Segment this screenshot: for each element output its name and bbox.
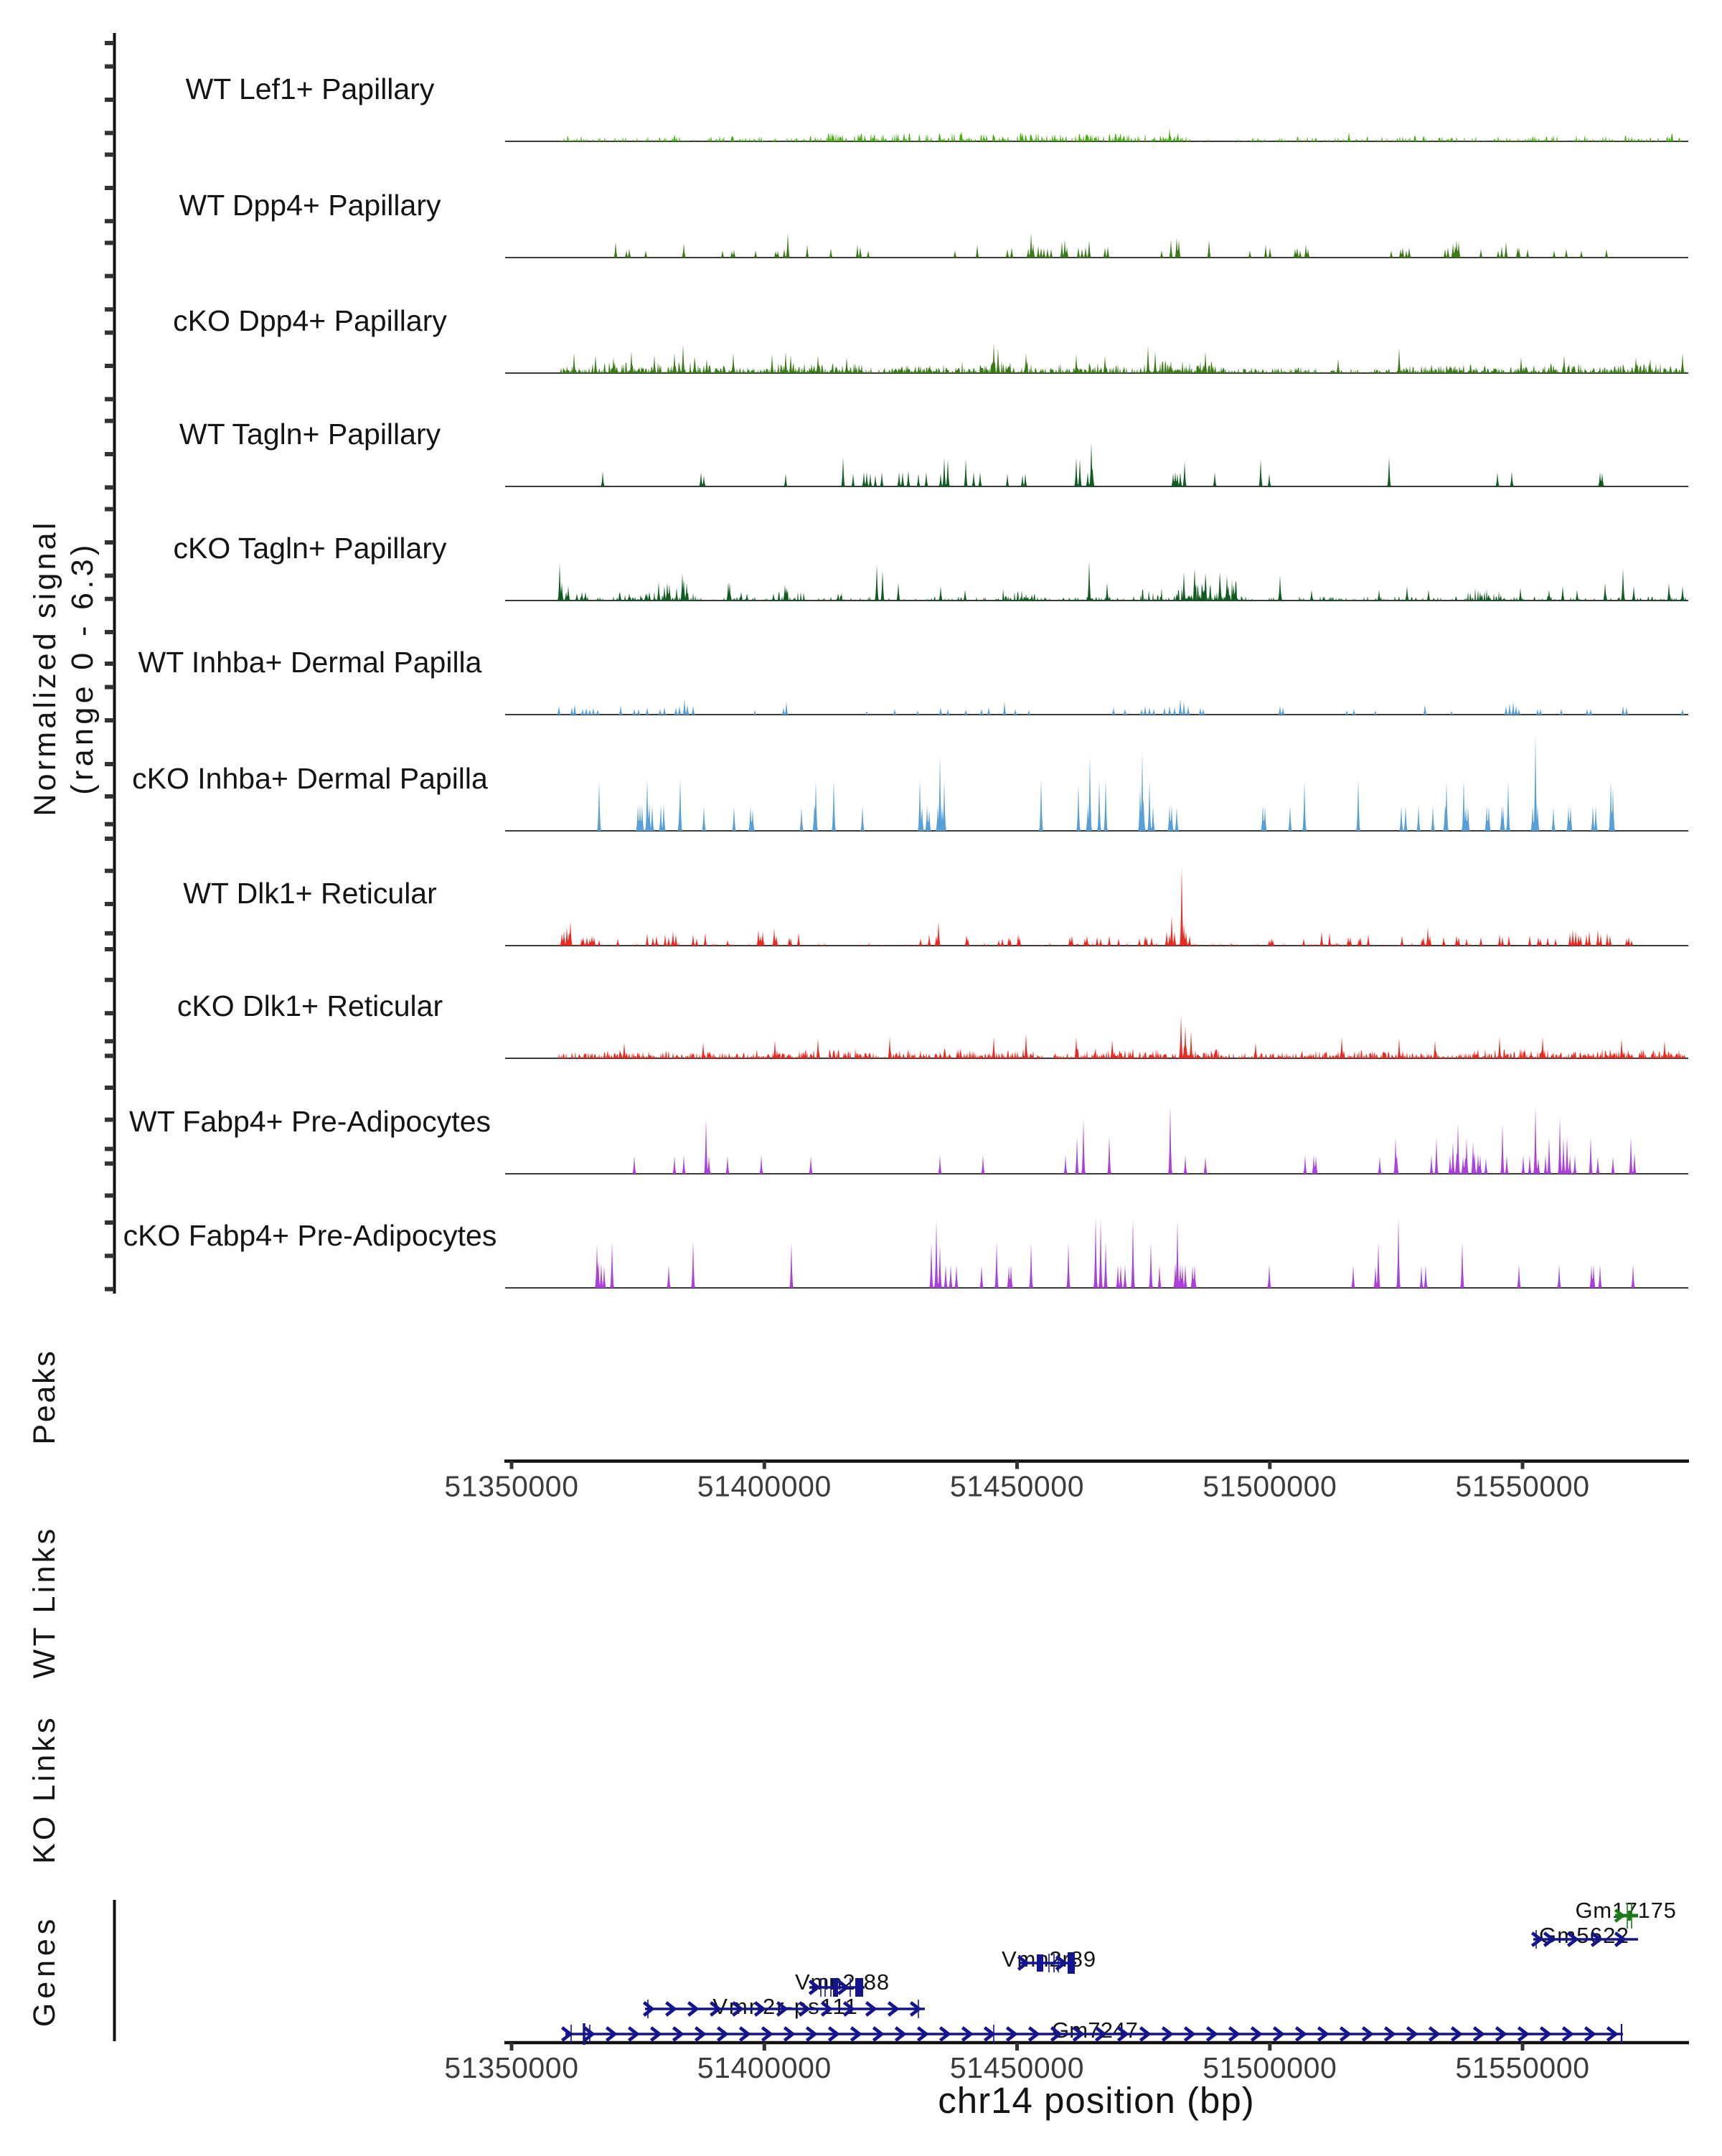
svg-text:WT Dlk1+ Reticular: WT Dlk1+ Reticular	[183, 877, 437, 910]
svg-text:51550000: 51550000	[1455, 2051, 1589, 2084]
svg-text:Gm5622: Gm5622	[1539, 1923, 1629, 1948]
svg-text:cKO Fabp4+ Pre-Adipocytes: cKO Fabp4+ Pre-Adipocytes	[123, 1219, 497, 1252]
svg-text:51350000: 51350000	[444, 2051, 578, 2084]
svg-text:51400000: 51400000	[697, 2051, 832, 2084]
svg-text:cKO Dlk1+ Reticular: cKO Dlk1+ Reticular	[177, 989, 443, 1022]
svg-text:WT Lef1+ Papillary: WT Lef1+ Papillary	[186, 72, 435, 105]
svg-text:WT Dpp4+ Papillary: WT Dpp4+ Papillary	[179, 189, 441, 222]
svg-text:WT Inhba+ Dermal Papilla: WT Inhba+ Dermal Papilla	[138, 646, 482, 679]
svg-text:chr14 position (bp): chr14 position (bp)	[938, 2080, 1254, 2121]
svg-text:51550000: 51550000	[1455, 1470, 1589, 1503]
svg-text:cKO Tagln+ Papillary: cKO Tagln+ Papillary	[174, 532, 447, 565]
svg-text:cKO Inhba+ Dermal Papilla: cKO Inhba+ Dermal Papilla	[132, 762, 488, 795]
svg-text:51500000: 51500000	[1203, 1470, 1337, 1503]
svg-text:51450000: 51450000	[950, 1470, 1084, 1503]
svg-text:WT Fabp4+ Pre-Adipocytes: WT Fabp4+ Pre-Adipocytes	[129, 1105, 491, 1138]
svg-text:KO Links: KO Links	[27, 1715, 62, 1864]
svg-text:Genes: Genes	[27, 1915, 62, 2027]
svg-text:Normalized signal(range 0 - 6.: Normalized signal(range 0 - 6.3)	[28, 519, 100, 816]
svg-text:Gm7247: Gm7247	[1052, 2018, 1138, 2043]
svg-text:Peaks: Peaks	[27, 1349, 62, 1444]
svg-text:WT Tagln+ Papillary: WT Tagln+ Papillary	[179, 418, 441, 451]
svg-text:51500000: 51500000	[1203, 2051, 1337, 2084]
svg-text:Gm17175: Gm17175	[1575, 1898, 1676, 1923]
svg-text:cKO Dpp4+ Papillary: cKO Dpp4+ Papillary	[173, 304, 447, 337]
svg-text:51400000: 51400000	[697, 1470, 832, 1503]
svg-text:51350000: 51350000	[444, 1470, 578, 1503]
svg-text:51450000: 51450000	[950, 2051, 1084, 2084]
svg-text:WT Links: WT Links	[27, 1526, 62, 1679]
